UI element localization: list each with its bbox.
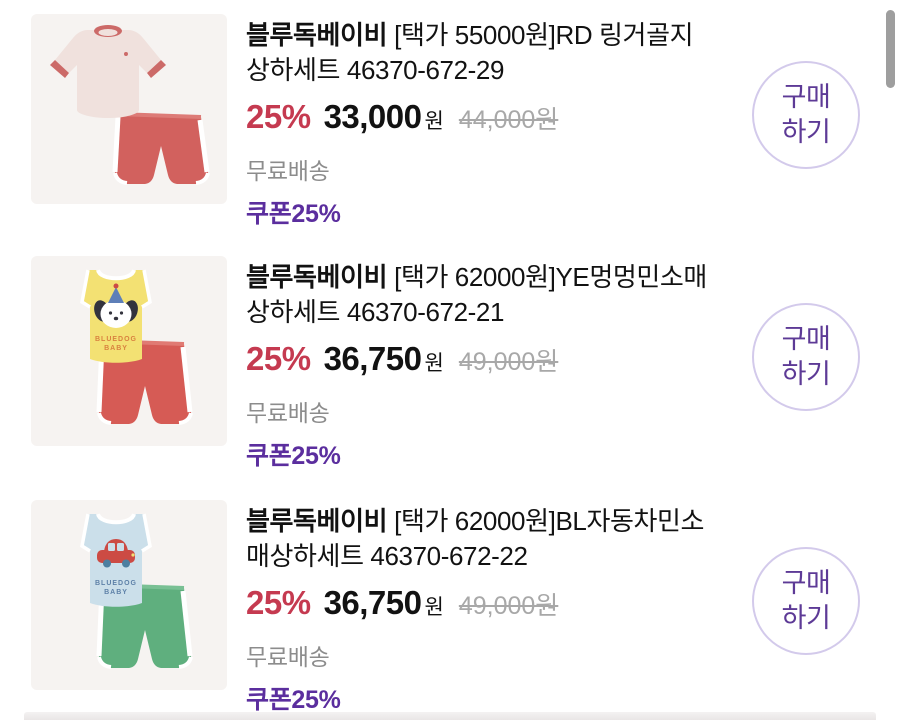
original-price: 44,000원 [458,106,559,134]
buy-button-line1: 구매 [781,324,831,354]
brand-name: 블루독베이비 [246,262,388,292]
product-title: 블루독베이비 [택가 55000원]RD 링거골지 상하세트 46370-672-… [246,18,712,90]
car-graphic [97,539,135,568]
product-image[interactable]: BLUEDOG BABY [31,500,227,690]
buy-button[interactable]: 구매 하기 [752,61,860,169]
product-row[interactable]: 블루독베이비 [택가 55000원]RD 링거골지 상하세트 46370-672-… [0,14,900,246]
product-row[interactable]: BLUEDOG BABY 블루독베이비 [택가 62000원]BL자동차민소매상하… [0,500,900,720]
discount-rate: 25% [246,340,311,377]
product-image[interactable]: BLUEDOG BABY [31,256,227,446]
product-title-text: [택가 55000원]RD 링거골지 상하세트 46370-672-29 [246,20,694,85]
free-shipping-label: 무료배송 [246,158,330,184]
buy-button[interactable]: 구매 하기 [752,303,860,411]
original-price: 49,000원 [458,592,559,620]
shirt-print-text-line1: BLUEDOG [95,336,137,343]
shirt-print-text-line1: BLUEDOG [95,580,137,587]
price-row: 25% 36,750 원 49,000원 [246,340,712,378]
shirt-print-text-line2: BABY [104,345,128,352]
product-title-text: [택가 62000원]YE멍멍민소매상하세트 46370-672-21 [246,262,707,327]
discount-rate: 25% [246,98,311,135]
sale-price: 33,000 [323,98,422,135]
product-title-text: [택가 62000원]BL자동차민소매상하세트 46370-672-22 [246,506,705,571]
buy-button-line2: 하기 [781,117,831,147]
buy-button-line1: 구매 [781,568,831,598]
original-price: 49,000원 [458,348,559,376]
product-title: 블루독베이비 [택가 62000원]YE멍멍민소매상하세트 46370-672-2… [246,260,712,332]
price-row: 25% 33,000 원 44,000원 [246,98,712,136]
shorts-graphic [112,112,210,185]
price-unit: 원 [424,352,444,375]
buy-button[interactable]: 구매 하기 [752,547,860,655]
product-image[interactable] [31,14,227,204]
product-row[interactable]: BLUEDOG BABY 블루독베이비 [택가 62000원]YE멍멍민소매상하세… [0,256,900,488]
sale-price: 36,750 [323,584,422,621]
ringer-tee-shorts-illustration [50,25,210,185]
free-shipping-label: 무료배송 [246,400,330,426]
coupon-badge: 쿠폰25% [246,200,341,228]
tank-top-graphic: BLUEDOG BABY [80,513,152,607]
shirt-print-text-line2: BABY [104,589,128,596]
buy-button-line2: 하기 [781,359,831,389]
price-unit: 원 [424,596,444,619]
brand-name: 블루독베이비 [246,20,388,50]
brand-name: 블루독베이비 [246,506,388,536]
dog-face-graphic [94,283,138,328]
car-tank-shorts-illustration: BLUEDOG BABY [80,513,193,669]
price-row: 25% 36,750 원 49,000원 [246,584,712,622]
dog-tank-shorts-illustration: BLUEDOG BABY [80,269,193,425]
tank-top-graphic: BLUEDOG BABY [80,269,152,363]
sale-price: 36,750 [323,340,422,377]
scrollbar-thumb[interactable] [886,10,895,88]
coupon-badge: 쿠폰25% [246,686,341,714]
buy-button-line2: 하기 [781,603,831,633]
buy-button-line1: 구매 [781,82,831,112]
product-title: 블루독베이비 [택가 62000원]BL자동차민소매상하세트 46370-672-… [246,504,712,576]
free-shipping-label: 무료배송 [246,644,330,670]
next-row-preview [24,712,876,720]
discount-rate: 25% [246,584,311,621]
coupon-badge: 쿠폰25% [246,442,341,470]
price-unit: 원 [424,110,444,133]
tshirt-graphic [50,25,166,118]
